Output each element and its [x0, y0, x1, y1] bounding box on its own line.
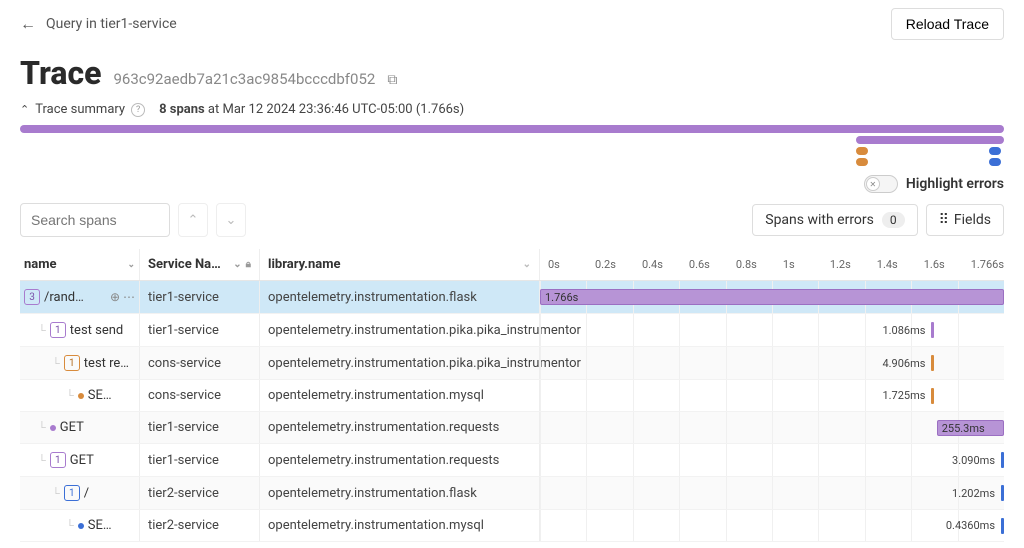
span-timeline: 1.725ms: [540, 380, 1004, 411]
library-name: opentelemetry.instrumentation.pika.pika_…: [260, 314, 540, 346]
more-icon[interactable]: ⋯: [123, 290, 135, 304]
next-span-button[interactable]: ⌄: [216, 203, 246, 237]
child-count-badge[interactable]: 1: [50, 452, 66, 468]
summary-detail: 8 spans at Mar 12 2024 23:36:46 UTC-05:0…: [159, 102, 464, 117]
span-row[interactable]: └SE…tier2-serviceopentelemetry.instrumen…: [20, 510, 1004, 542]
child-count-badge[interactable]: 1: [50, 322, 66, 338]
service-name: tier1-service: [140, 314, 260, 346]
span-timeline: 1.766s: [540, 281, 1004, 313]
timeline-summary: [0, 125, 1024, 175]
child-count-badge[interactable]: 1: [64, 355, 80, 371]
back-arrow-icon[interactable]: ←: [20, 14, 36, 34]
service-name: tier1-service: [140, 281, 260, 313]
fields-button[interactable]: ⠿ Fields: [926, 204, 1004, 236]
span-name: /: [84, 486, 89, 501]
lock-icon: 🔒︎: [246, 259, 251, 270]
help-icon[interactable]: ?: [131, 103, 145, 117]
span-dot: [78, 393, 84, 399]
trace-summary-label: Trace summary: [35, 102, 125, 117]
prev-span-button[interactable]: ⌃: [178, 203, 208, 237]
span-timeline: 255.3ms: [540, 412, 1004, 443]
child-count-badge[interactable]: 3: [24, 289, 40, 305]
span-name: /rand…: [44, 290, 84, 305]
chevron-down-icon: ⌄: [523, 259, 531, 270]
library-name: opentelemetry.instrumentation.flask: [260, 477, 540, 509]
span-dot: [78, 523, 84, 529]
span-name: test re…: [84, 356, 129, 371]
spans-with-errors-button[interactable]: Spans with errors 0: [752, 204, 917, 236]
copy-icon[interactable]: ⧉: [387, 72, 397, 88]
table-header: name⌄ Service Na…⌄🔒︎ library.name⌄ 0s0.2…: [20, 249, 1004, 281]
span-timeline: 4.906ms: [540, 347, 1004, 379]
library-name: opentelemetry.instrumentation.requests: [260, 444, 540, 476]
span-row[interactable]: └1test re…cons-serviceopentelemetry.inst…: [20, 347, 1004, 380]
library-name: opentelemetry.instrumentation.requests: [260, 412, 540, 443]
highlight-errors-label: Highlight errors: [906, 176, 1004, 192]
service-name: tier1-service: [140, 444, 260, 476]
span-row[interactable]: └SE…cons-serviceopentelemetry.instrument…: [20, 380, 1004, 412]
span-timeline: 1.202ms: [540, 477, 1004, 509]
span-row[interactable]: 3/rand… ⊕⋯ tier1-serviceopentelemetry.inst…: [20, 281, 1004, 314]
span-timeline: 0.4360ms: [540, 510, 1004, 541]
highlight-errors-toggle[interactable]: ✕: [864, 175, 898, 193]
page-title: Trace: [20, 54, 101, 92]
span-row[interactable]: └1test sendtier1-serviceopentelemetry.in…: [20, 314, 1004, 347]
trace-summary-toggle[interactable]: ⌃ Trace summary ?: [20, 102, 145, 117]
column-library[interactable]: library.name⌄: [260, 249, 540, 280]
magnify-icon[interactable]: ⊕: [110, 290, 120, 304]
trace-id: 963c92aedb7a21c3ac9854bcccdbf052: [113, 70, 375, 88]
service-name: cons-service: [140, 347, 260, 379]
library-name: opentelemetry.instrumentation.pika.pika_…: [260, 347, 540, 379]
service-name: tier2-service: [140, 477, 260, 509]
child-count-badge[interactable]: 1: [64, 485, 80, 501]
chevron-down-icon: ⌄: [127, 260, 135, 270]
library-name: opentelemetry.instrumentation.mysql: [260, 380, 540, 411]
search-spans-input[interactable]: [20, 203, 170, 237]
service-name: cons-service: [140, 380, 260, 411]
span-row[interactable]: └1GETtier1-serviceopentelemetry.instrume…: [20, 444, 1004, 477]
service-name: tier2-service: [140, 510, 260, 541]
span-timeline: 1.086ms: [540, 314, 1004, 346]
breadcrumb[interactable]: Query in tier1-service: [46, 16, 177, 32]
span-name: GET: [70, 453, 94, 468]
reload-trace-button[interactable]: Reload Trace: [891, 8, 1004, 40]
service-name: tier1-service: [140, 412, 260, 443]
chevron-down-icon: ⌄: [233, 259, 241, 270]
library-name: opentelemetry.instrumentation.flask: [260, 281, 540, 313]
span-name: SE…: [88, 388, 112, 403]
span-dot: [50, 425, 56, 431]
span-row[interactable]: └GETtier1-serviceopentelemetry.instrumen…: [20, 412, 1004, 444]
span-name: SE…: [88, 518, 112, 533]
errors-count-badge: 0: [882, 212, 905, 228]
column-service[interactable]: Service Na…⌄🔒︎: [140, 249, 260, 280]
close-icon: ✕: [866, 177, 880, 191]
span-name: test send: [70, 323, 123, 338]
span-row[interactable]: └1/tier2-serviceopentelemetry.instrument…: [20, 477, 1004, 510]
library-name: opentelemetry.instrumentation.mysql: [260, 510, 540, 541]
column-timeline: 0s0.2s0.4s0.6s0.8s1s1.2s1.4s1.6s1.766s: [540, 249, 1004, 280]
span-name: GET: [60, 420, 84, 435]
span-timeline: 3.090ms: [540, 444, 1004, 476]
column-name[interactable]: name⌄: [20, 249, 140, 280]
fields-icon: ⠿: [939, 212, 948, 228]
chevron-up-icon: ⌃: [20, 103, 29, 116]
